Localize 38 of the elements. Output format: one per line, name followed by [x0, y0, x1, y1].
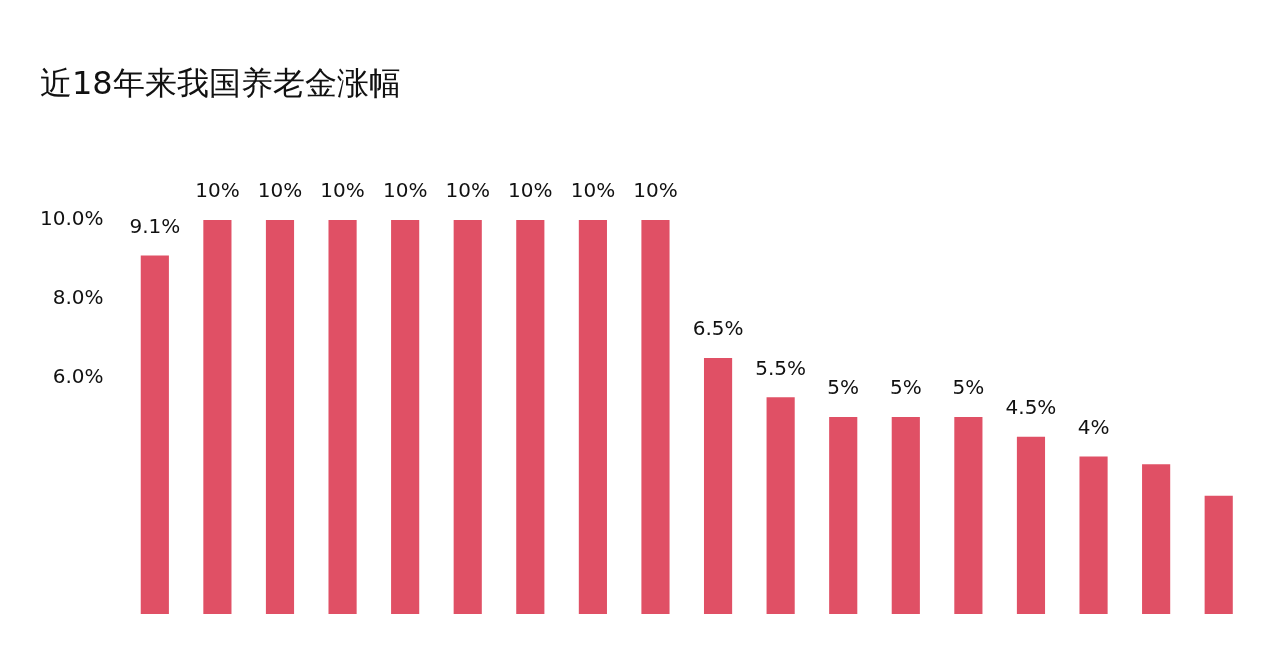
bar [328, 220, 357, 614]
bar [578, 220, 607, 614]
bar [954, 417, 983, 614]
bar [891, 417, 920, 614]
data-label: 10% [195, 178, 240, 203]
data-label: 5.5% [755, 355, 807, 380]
data-label: 10% [445, 178, 490, 203]
data-label: 10% [257, 178, 303, 203]
bar [1079, 456, 1108, 614]
bar [203, 220, 232, 614]
bar [1204, 495, 1233, 614]
data-label: 10% [320, 178, 365, 203]
y-tick-label: 6.0% [52, 363, 104, 388]
data-label: 10% [633, 178, 678, 203]
data-label: 6.5% [692, 316, 744, 341]
bar [516, 220, 545, 614]
bar [703, 357, 733, 614]
data-label: 5% [889, 375, 922, 400]
bar [1142, 464, 1171, 614]
data-label: 10% [570, 178, 616, 203]
data-label: 10% [382, 178, 428, 203]
data-label: 5% [827, 375, 860, 400]
bar [1016, 436, 1046, 614]
data-label: 4% [1077, 414, 1110, 439]
y-tick-label: 10.0% [39, 206, 104, 231]
data-label: 5% [952, 375, 985, 400]
bar [829, 417, 858, 614]
bar [140, 255, 169, 614]
data-label: 10% [508, 178, 553, 203]
bar [453, 220, 482, 614]
bar [641, 220, 670, 614]
bar [766, 397, 795, 614]
data-label: 9.1% [129, 213, 181, 238]
data-label: 4.5% [1005, 394, 1057, 419]
bar [265, 220, 295, 614]
bar [391, 220, 420, 614]
y-tick-label: 8.0% [52, 285, 104, 309]
chart-title: 近18年来我国养老金涨幅 [40, 63, 401, 104]
